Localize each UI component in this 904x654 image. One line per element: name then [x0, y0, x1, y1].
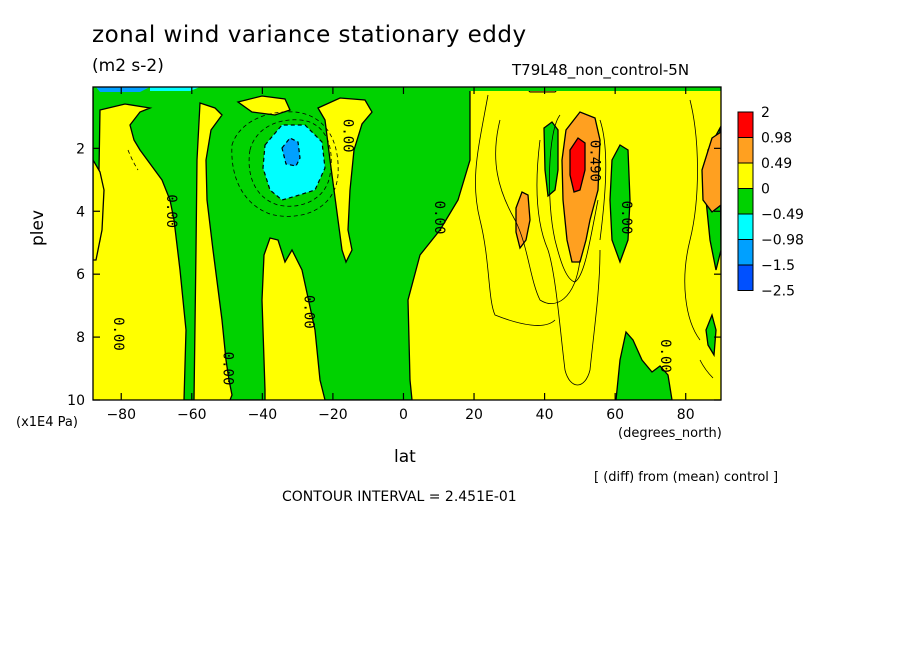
y-axis-unit: (x1E4 Pa): [16, 415, 78, 430]
contour-labels: 0.00 0.00 0.00 0.00 0.00 0.00 0.490 0.00 0.00: [110, 119, 673, 386]
x-tick-label: 60: [606, 407, 624, 423]
contour-label: 0.00: [163, 194, 179, 228]
y-axis: 2 4 6 8 10: [67, 141, 721, 409]
colorbar-swatch: [737, 213, 754, 240]
contour-label: 0.00: [220, 352, 236, 386]
x-tick-label: 40: [536, 407, 554, 423]
y-tick-label: 8: [76, 330, 85, 346]
x-tick-label: 80: [677, 407, 695, 423]
contour-field: 0.00 0.00 0.00 0.00 0.00 0.00 0.490 0.00 0.00: [93, 87, 721, 400]
colorbar-swatch: [737, 188, 754, 215]
colorbar-swatch: [737, 239, 754, 266]
colorbar-swatch: [737, 264, 754, 291]
y-tick-label: 4: [76, 204, 85, 220]
x-axis: −80 −60 −40 −20 0 20 40 60 80: [106, 87, 695, 423]
fill-orange-lat-85: [701, 131, 721, 213]
contour-label: 0.00: [110, 317, 126, 351]
colorbar-label: −1.5: [761, 258, 795, 274]
contour-line: [684, 99, 701, 341]
fill-yellow-pocket-b: [317, 97, 373, 264]
chart-units: (m2 s-2): [92, 56, 164, 76]
contour-label: 0.00: [301, 295, 317, 329]
x-tick-label: −20: [318, 407, 348, 423]
positive-contours: [475, 94, 714, 386]
colorbar-label: 2: [761, 105, 770, 121]
colorbar-label: −0.98: [761, 233, 804, 249]
contour-label: 0.00: [431, 201, 447, 235]
colorbar-swatch: [737, 137, 754, 164]
y-tick-label: 10: [67, 393, 85, 409]
contour-line: [536, 139, 601, 386]
fill-green-lat-60-surface: [615, 330, 673, 400]
fill-green-lat-85-surface: [705, 312, 717, 358]
fill-green-south: [93, 87, 471, 400]
colorbar-label: 0.49: [761, 156, 792, 172]
contour-line: [699, 359, 714, 379]
fill-top-cap: [93, 87, 721, 91]
y-tick-label: 2: [76, 141, 85, 157]
contour-interval: CONTOUR INTERVAL = 2.451E-01: [282, 489, 517, 505]
contour-line: [127, 149, 139, 171]
x-tick-label: 0: [399, 407, 408, 423]
contour-line: [495, 119, 581, 304]
negative-contours: [127, 111, 339, 217]
x-tick-label: −60: [177, 407, 207, 423]
fill-top-blue: [96, 87, 150, 92]
contour-line: [231, 111, 339, 217]
fill-top-cyan: [150, 87, 200, 91]
x-tick-label: −40: [248, 407, 278, 423]
colorbar-swatch: [737, 111, 754, 138]
difference-note: [ (diff) from (mean) control ]: [594, 470, 779, 485]
contour-label: 0.490: [586, 140, 602, 182]
fill-orange-lat-35: [515, 191, 531, 250]
colorbar-swatch: [737, 162, 754, 189]
colorbar: 2 0.98 0.49 0 −0.49 −0.98 −1.5 −2.5: [737, 105, 804, 300]
x-axis-label: lat: [394, 447, 416, 467]
x-tick-label: −80: [106, 407, 136, 423]
colorbar-label: −2.5: [761, 284, 795, 300]
fill-red-lat-50: [569, 137, 586, 193]
contour-line: [599, 119, 607, 241]
colorbar-label: 0.98: [761, 131, 792, 147]
x-axis-unit: (degrees_north): [618, 426, 722, 441]
contour-label: 0.00: [339, 119, 355, 153]
fill-green-lat-40: [543, 121, 559, 198]
colorbar-label: −0.49: [761, 207, 804, 223]
fill-yellow-pocket-a: [236, 95, 291, 116]
contour-line: [475, 94, 556, 326]
fill-green-lat-60: [609, 144, 631, 264]
colorbar-label: 0: [761, 182, 770, 198]
x-tick-label: 20: [465, 407, 483, 423]
fill-blue-lat-35s: [281, 137, 301, 167]
run-name: T79L48_non_control-5N: [512, 61, 690, 79]
contour-line: [549, 114, 599, 283]
fill-yellow-south-pole: [93, 158, 105, 261]
plot-frame: [92, 86, 722, 401]
contour-line: [248, 119, 332, 207]
contour-label: 0.00: [657, 339, 673, 373]
y-tick-label: 6: [76, 267, 85, 283]
chart-title: zonal wind variance stationary eddy: [92, 22, 527, 48]
contour-label: 0.00: [618, 201, 634, 235]
